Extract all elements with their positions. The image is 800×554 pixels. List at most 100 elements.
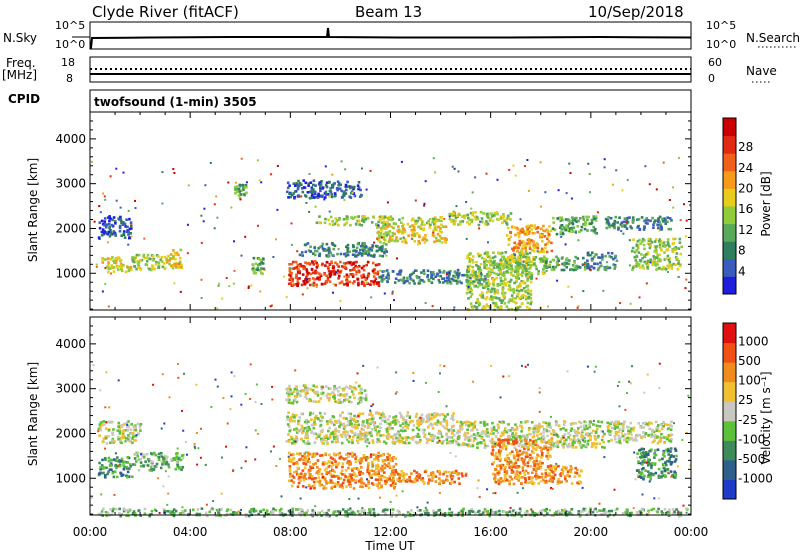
nave-tick-top: 60	[708, 56, 722, 69]
power-cell	[381, 254, 385, 258]
power-cell	[493, 304, 497, 307]
velocity-cell	[408, 475, 411, 479]
power-cell	[438, 269, 441, 272]
power-cell	[399, 278, 403, 282]
power-cell	[614, 254, 618, 258]
power-cell	[301, 190, 305, 194]
velocity-cell	[145, 463, 148, 467]
velocity-cell	[524, 480, 527, 484]
power-cell	[407, 234, 410, 237]
velocity-cell	[392, 419, 395, 423]
velocity-cell	[314, 385, 317, 389]
power-cell	[101, 290, 104, 293]
power-cell	[470, 292, 474, 296]
velocity-cell	[308, 452, 312, 456]
power-cell	[250, 284, 253, 287]
power-cell	[583, 263, 586, 266]
power-cell	[505, 223, 509, 226]
velocity-cell	[391, 481, 395, 485]
velocity-band	[97, 456, 135, 479]
power-cell	[539, 205, 542, 208]
power-cell	[499, 258, 503, 262]
velocity-cell	[299, 437, 303, 441]
power-cell	[496, 212, 499, 216]
power-cell	[290, 243, 293, 246]
velocity-cell	[341, 465, 344, 469]
power-cell	[107, 270, 110, 274]
velocity-cell	[384, 482, 387, 485]
power-cell	[637, 251, 641, 254]
power-cell	[487, 270, 491, 274]
velocity-cell	[310, 418, 313, 421]
power-cell	[422, 237, 425, 240]
power-cell	[152, 259, 155, 262]
power-cell	[493, 290, 497, 293]
power-cell	[677, 275, 680, 278]
power-cell	[328, 180, 331, 184]
power-cell	[321, 247, 325, 251]
velocity-cell	[377, 459, 380, 462]
power-cell	[637, 224, 640, 228]
power-cell	[411, 224, 414, 227]
power-cell	[330, 261, 334, 264]
velocity-cell	[335, 429, 338, 433]
velocity-cell	[578, 443, 582, 447]
power-cell	[487, 275, 490, 278]
power-cell	[577, 265, 580, 269]
power-cell	[514, 297, 517, 300]
velocity-cell	[135, 460, 138, 463]
velocity-cell	[128, 436, 132, 439]
velocity-cell	[302, 458, 305, 462]
power-cell	[492, 301, 495, 305]
velocity-cell	[334, 420, 338, 424]
velocity-cell	[432, 416, 435, 419]
power-cell	[485, 281, 489, 285]
power-cell	[453, 306, 456, 309]
power-cell	[611, 222, 615, 226]
power-cell	[419, 218, 422, 221]
velocity-cell	[392, 472, 395, 475]
velocity-cell	[497, 425, 500, 428]
power-cell	[151, 265, 155, 268]
power-cell	[320, 282, 324, 286]
power-cell	[363, 247, 367, 251]
power-cell	[137, 264, 141, 268]
power-cell	[103, 195, 106, 198]
velocity-cell	[406, 426, 410, 430]
velocity-cell	[325, 471, 329, 474]
velocity-cell	[370, 417, 374, 421]
power-colorbar-swatch	[723, 118, 736, 137]
power-cell	[530, 239, 533, 242]
power-cell	[485, 220, 488, 223]
power-cell	[480, 283, 484, 286]
power-cell	[533, 243, 537, 247]
velocity-cell	[287, 411, 290, 414]
power-cell	[581, 215, 585, 219]
power-cell	[402, 223, 405, 226]
power-cell	[530, 224, 533, 228]
velocity-cell	[146, 464, 150, 467]
velocity-cell	[450, 481, 453, 484]
velocity-cell	[423, 428, 426, 432]
velocity-cell	[494, 435, 498, 438]
power-cell	[306, 287, 309, 290]
velocity-cell	[333, 384, 336, 388]
velocity-cell	[111, 431, 115, 435]
power-cell	[469, 279, 473, 282]
power-cell	[649, 239, 653, 243]
velocity-cell	[347, 455, 350, 458]
velocity-cell	[489, 439, 492, 443]
power-cell	[401, 227, 405, 231]
power-cell	[465, 201, 468, 203]
velocity-cell	[455, 440, 458, 443]
velocity-cell	[380, 478, 383, 482]
power-cell	[508, 265, 511, 268]
power-cell	[548, 225, 551, 228]
power-cell	[467, 282, 471, 285]
velocity-cell	[357, 413, 360, 417]
velocity-cell	[438, 432, 442, 435]
power-cell	[427, 219, 430, 223]
power-cell	[364, 252, 368, 255]
power-cell	[521, 230, 525, 234]
power-cell	[625, 221, 629, 225]
